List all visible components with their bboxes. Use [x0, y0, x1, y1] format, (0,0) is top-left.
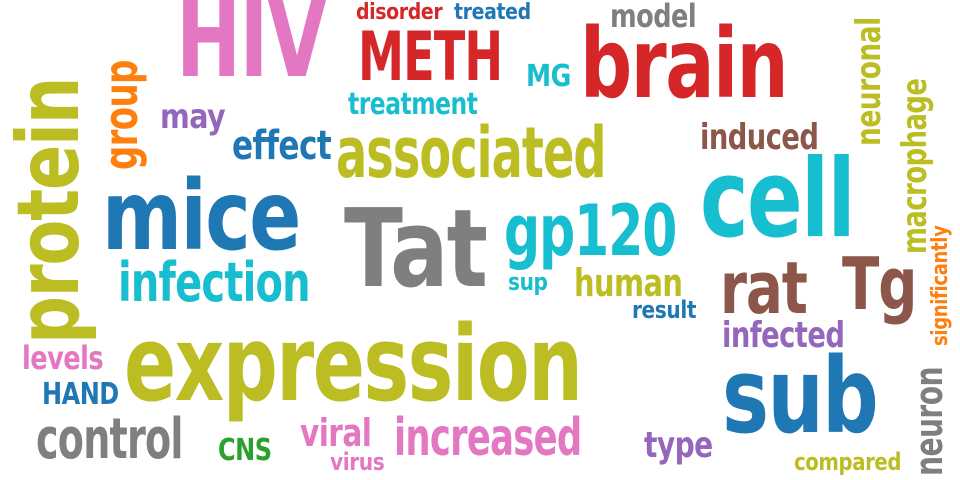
word-protein: protein [0, 77, 99, 344]
word-rat: rat [720, 246, 808, 330]
word-associated: associated [336, 112, 606, 194]
word-cell: cell [700, 137, 856, 262]
word-may: may [160, 97, 226, 137]
word-disorder: disorder [356, 0, 443, 25]
word-human: human [574, 261, 683, 305]
word-induced: induced [700, 117, 819, 158]
word-expression: expression [124, 303, 583, 425]
word-type: type [644, 425, 713, 466]
word-cns: CNS [218, 433, 272, 468]
word-mice: mice [102, 160, 301, 272]
word-treatment: treatment [348, 87, 478, 122]
word-hand: HAND [42, 377, 119, 412]
word-infected: infected [722, 315, 845, 356]
word-result: result [632, 296, 697, 324]
word-gp120: gp120 [504, 190, 677, 272]
word-sub: sub [722, 335, 879, 457]
word-significantly: significantly [928, 225, 953, 346]
word-increased: increased [394, 408, 582, 468]
word-tg: Tg [842, 242, 917, 326]
word-infection: infection [118, 251, 311, 314]
word-sup: sup [508, 268, 548, 296]
word-effect: effect [232, 123, 332, 169]
word-tat: Tat [344, 187, 488, 312]
word-macrophage: macrophage [895, 78, 935, 254]
word-levels: levels [22, 339, 104, 377]
word-model: model [610, 0, 697, 35]
word-treated: treated [454, 0, 531, 25]
word-virus: virus [330, 448, 385, 476]
word-neuron: neuron [907, 367, 951, 476]
word-brain: brain [580, 8, 789, 120]
word-hiv: HIV [176, 0, 327, 102]
word-control: control [36, 407, 183, 472]
word-neuronal: neuronal [849, 17, 889, 147]
word-compared: compared [794, 448, 902, 476]
word-group: group [94, 60, 148, 170]
word-mg: MG [526, 59, 571, 94]
word-viral: viral [300, 411, 372, 455]
word-meth: METH [358, 18, 503, 97]
